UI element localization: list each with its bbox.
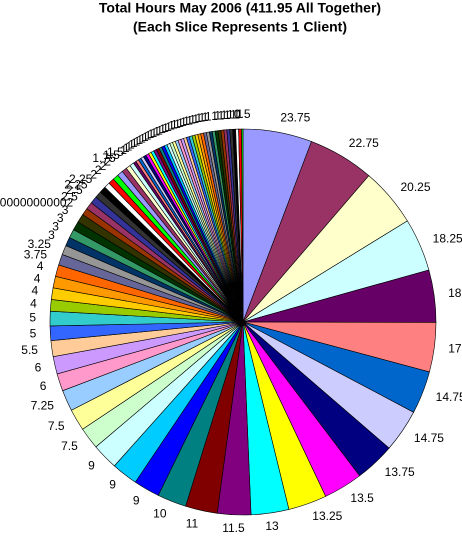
slice-label: 1: [142, 130, 149, 144]
slice-label: 3.25: [28, 237, 52, 251]
slice-label: 3: [52, 219, 59, 233]
slice-label: 1: [136, 133, 143, 147]
slice-label: 1.5: [107, 145, 124, 159]
slice-label: 4: [30, 296, 37, 310]
slice-label: 7.5: [48, 419, 65, 433]
slice-label: 23.75: [280, 111, 310, 125]
slice-label: 1: [227, 108, 234, 122]
slice-label: 1: [131, 136, 138, 150]
slice-label: 22.75: [349, 136, 379, 150]
slice-label: 2.25: [64, 177, 88, 191]
slice-label: 13.5: [350, 491, 374, 505]
slice-label: 1: [128, 138, 135, 152]
chart-title: Total Hours May 2006 (411.95 All Togethe…: [99, 0, 381, 16]
slice-label: 4: [32, 284, 39, 298]
slice-label: 1: [177, 116, 184, 130]
slice-label: 1: [183, 114, 190, 128]
pie-slice: [241, 128, 244, 323]
slice-label: 18: [448, 286, 462, 300]
slice-label: 1: [134, 134, 141, 148]
slice-label: 2: [100, 159, 107, 173]
slice-label: 1: [199, 111, 206, 125]
slice-label: 2.45000000000002: [0, 196, 74, 210]
slice-label: 1: [174, 117, 181, 131]
slice-label: 1: [236, 107, 243, 121]
slice-label: 7.5: [61, 439, 78, 453]
slice-label: 1: [195, 111, 202, 125]
slice-label: 1: [192, 112, 199, 126]
slice-label: 4: [37, 259, 44, 273]
chart-subtitle: (Each Slice Represents 1 Client): [133, 19, 347, 35]
slice-label: 1: [224, 108, 231, 122]
slice-label: 1: [221, 108, 228, 122]
slice-label: 11: [186, 516, 199, 530]
slice-label: 2.5: [66, 183, 83, 197]
slice-label: 5.5: [21, 343, 38, 357]
slice-label: 2: [90, 167, 97, 181]
slice-label: 1: [123, 141, 130, 155]
slice-label: 1: [230, 107, 237, 121]
slice-label: 6: [40, 379, 47, 393]
slice-label: 1: [186, 113, 193, 127]
slice-label: 3: [48, 228, 55, 242]
slice-label: 13: [265, 519, 279, 533]
slice-label: 1: [171, 118, 178, 132]
slice-label: 5: [29, 310, 36, 324]
slice-label: 2.5: [61, 189, 78, 203]
slice-label: 1: [150, 126, 157, 140]
slice-label: 6: [35, 361, 42, 375]
slice-label: 17: [448, 341, 462, 355]
slice-label: 2.25: [69, 172, 93, 186]
slice-label: 2: [104, 155, 111, 169]
slice-label: 1: [145, 129, 152, 143]
slice-label: 1: [180, 115, 187, 129]
slice-label: 9: [109, 478, 116, 492]
slice-label: 9: [88, 459, 95, 473]
slice-label: 0.5: [234, 107, 251, 121]
slice-label: 1: [165, 120, 172, 134]
slice-label: 10: [153, 507, 167, 521]
slice-label: 20.25: [401, 180, 431, 194]
slice-label: 7.25: [31, 398, 55, 412]
slice-label: 14.75: [414, 431, 444, 445]
slice-label: 9: [133, 493, 140, 507]
slice-label: 3.75: [24, 247, 48, 261]
slice-label: 1: [205, 110, 212, 124]
slice-label: 13.25: [312, 509, 342, 523]
slice-label: 1.75: [92, 151, 116, 165]
slice-label: 2: [95, 163, 102, 177]
slice-label: 13.75: [385, 465, 415, 479]
slice-label: 3: [57, 211, 64, 225]
slice-label: 1: [214, 109, 221, 123]
slice-label: 1: [162, 121, 169, 135]
slice-label: 1: [153, 125, 160, 139]
slice-label: 5: [30, 326, 37, 340]
slice-label: 1: [168, 119, 175, 133]
slice-label: 1: [159, 122, 166, 136]
slice-label: 1: [148, 127, 155, 141]
slice-label: 18.25: [433, 231, 462, 245]
slice-label: 14.75: [436, 390, 462, 404]
slice-label: 1.5: [103, 148, 120, 162]
slice-label: 4: [34, 271, 41, 285]
slice-label: 1: [218, 108, 225, 122]
slice-label: 1: [233, 107, 240, 121]
slice-label: 1: [125, 139, 132, 153]
slice-label: 1: [139, 131, 146, 145]
slice-label: 1: [156, 123, 163, 137]
slice-label: 11.5: [222, 521, 245, 535]
slice-label: 1: [202, 110, 209, 124]
slice-label: 3: [62, 203, 69, 217]
slice-label: 1: [120, 143, 127, 157]
slice-label: 1: [211, 109, 218, 123]
slice-label: 1: [189, 113, 196, 127]
